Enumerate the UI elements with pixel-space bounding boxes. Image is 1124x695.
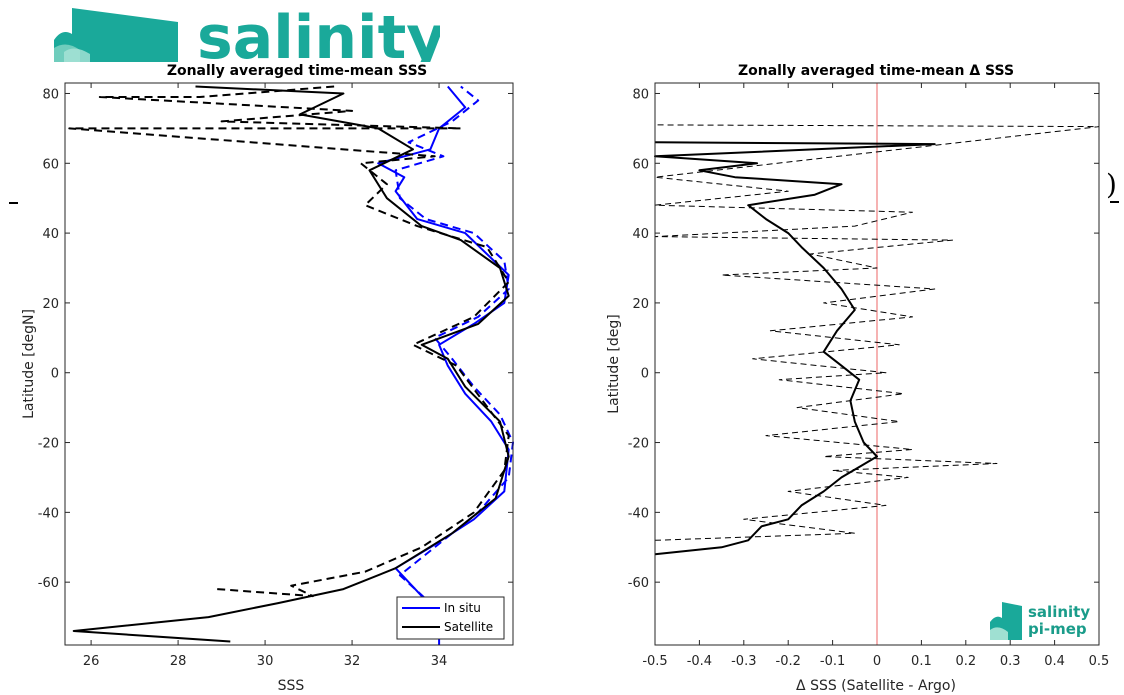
stray-parenthesis: ) [1106, 168, 1117, 201]
y-tick-label: 60 [42, 157, 59, 172]
logo-text: salinity [197, 3, 440, 62]
x-axis-label: Δ SSS (Satellite - Argo) [796, 678, 956, 694]
x-tick-label: 0.1 [911, 654, 932, 669]
y-tick-label: 40 [632, 227, 649, 242]
x-tick-label: 32 [344, 654, 361, 669]
y-tick-label: 60 [632, 157, 649, 172]
plot-frame [64, 82, 514, 646]
legend-box [396, 596, 505, 640]
y-tick-label: -40 [628, 506, 649, 521]
y-tick-label: -60 [628, 576, 649, 591]
y-tick-label: -40 [38, 506, 59, 521]
x-tick-label: -0.1 [820, 654, 845, 669]
x-tick-label: -0.2 [776, 654, 801, 669]
y-tick-label: 0 [51, 367, 59, 382]
series-line-3 [68, 85, 510, 598]
y-axis-label: Latitude [deg] [606, 314, 622, 413]
x-tick-label: -0.5 [642, 654, 667, 669]
y-tick-label: 80 [42, 87, 59, 102]
stray-underline [1110, 201, 1119, 203]
x-axis-label: SSS [278, 678, 305, 694]
y-tick-label: 0 [641, 367, 649, 382]
y-tick-label: 20 [42, 297, 59, 312]
x-tick-label: 26 [83, 654, 100, 669]
x-tick-label: 34 [431, 654, 448, 669]
x-tick-label: -0.3 [731, 654, 756, 669]
chart-title: Zonally averaged time-mean SSS [167, 63, 427, 79]
plot-frame [654, 82, 1100, 646]
logo-mark-icon [54, 8, 178, 62]
tick-group: -60 -40 -20 0 20 40 60 80 -0.5 -0.4 -0.3 -0.2 -0.1 0 0… [628, 83, 1110, 669]
legend-label-satellite: Satellite [444, 620, 493, 634]
y-tick-label: -20 [38, 437, 59, 452]
y-tick-label: 40 [42, 227, 59, 242]
legend: In situ Satellite [396, 596, 505, 640]
badge-text-salinity: salinity [1028, 603, 1090, 621]
y-axis-label: Latitude [degN] [21, 309, 37, 419]
x-tick-label: 0.3 [1000, 654, 1021, 669]
x-tick-label: 28 [170, 654, 187, 669]
pi-mep-badge: salinity pi-mep [990, 602, 1090, 640]
chart-title: Zonally averaged time-mean Δ SSS [738, 63, 1014, 79]
x-tick-label: -0.4 [687, 654, 712, 669]
x-tick-label: 0 [873, 654, 881, 669]
salinity-logo: salinity [54, 3, 440, 62]
series-group [654, 83, 1100, 645]
stray-tick-mark [9, 202, 18, 204]
y-tick-label: -60 [38, 576, 59, 591]
series-line-1 [654, 124, 1100, 541]
x-tick-label: 0.4 [1044, 654, 1065, 669]
y-tick-label: -20 [628, 437, 649, 452]
x-tick-label: 0.2 [955, 654, 976, 669]
series-group [68, 85, 514, 645]
badge-text-pimep: pi-mep [1028, 620, 1087, 638]
series-line-1 [394, 85, 514, 632]
tick-group: -60 -40 -20 0 20 40 60 80 26 28 30 32 34 [38, 83, 513, 669]
series-line-0 [654, 141, 936, 556]
x-tick-label: 30 [257, 654, 274, 669]
legend-label-insitu: In situ [444, 601, 481, 615]
series-line-2 [72, 85, 510, 643]
y-tick-label: 80 [632, 87, 649, 102]
x-tick-label: 0.5 [1089, 654, 1110, 669]
y-tick-label: 20 [632, 297, 649, 312]
